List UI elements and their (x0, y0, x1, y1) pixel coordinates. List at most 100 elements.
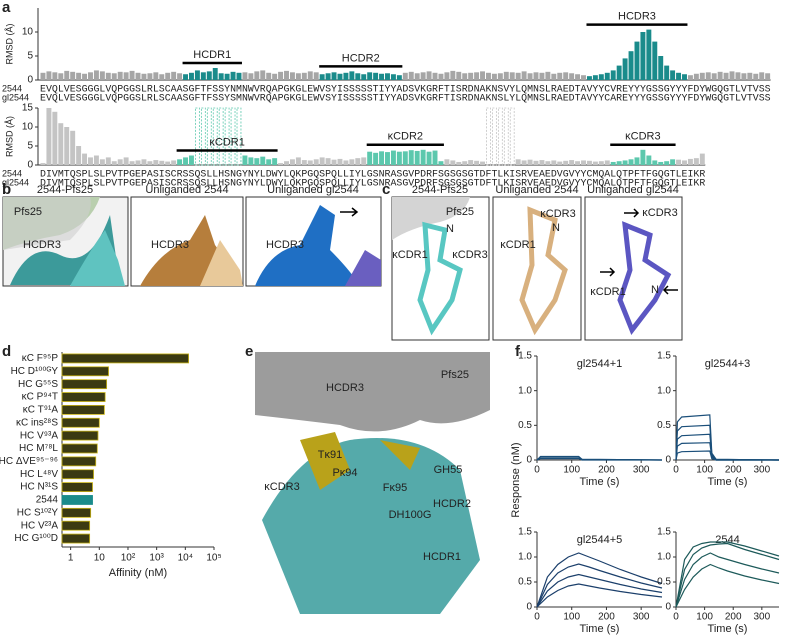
residue-bar (278, 163, 284, 165)
residue-bar (105, 157, 111, 165)
residue-bar (58, 73, 64, 80)
y-tick-label: 15 (22, 103, 34, 114)
residue-bar (337, 158, 343, 165)
residue-bar (70, 71, 76, 80)
x-axis-label: Time (s) (580, 476, 620, 488)
residue-bar (189, 155, 194, 165)
residue-bar (230, 71, 236, 80)
y-tick-label: 0.5 (518, 577, 532, 588)
image-frame (584, 196, 683, 341)
residue-bar (551, 160, 557, 165)
image-label: Pfs25 (14, 206, 42, 218)
residue-bar (569, 160, 575, 165)
residue-bar (474, 160, 480, 165)
residue-bar (426, 151, 432, 165)
image-label: κCDR1 (500, 239, 535, 251)
residue-bar (557, 161, 563, 165)
residue-bar (46, 108, 52, 165)
residue-bar (278, 71, 284, 80)
residue-bar (183, 74, 188, 80)
bar (61, 366, 109, 377)
image-label: HCDR3 (23, 239, 61, 251)
residue-bar (699, 72, 705, 80)
residue-bar (575, 74, 581, 80)
category-label: HC D¹⁰⁰ᴳY (11, 366, 59, 377)
sequence-label: 2544 (2, 83, 22, 93)
bar (61, 533, 91, 544)
residue-bar (40, 72, 46, 80)
residue-bar (379, 151, 385, 165)
image-label: HCDR3 (151, 239, 189, 251)
residue-bar (93, 70, 99, 80)
residue-bar (640, 32, 646, 80)
y-tick-label: 0 (27, 75, 33, 86)
residue-bar (361, 157, 367, 165)
residue-bar (765, 73, 771, 80)
x-tick-label: 300 (633, 465, 650, 476)
sequence-label: gl2544 (2, 92, 29, 102)
residue-bar (592, 161, 598, 165)
residue-bar (670, 70, 676, 80)
residue-bar (159, 160, 165, 165)
x-tick-label: 0 (534, 465, 540, 476)
residue-bar (385, 73, 390, 80)
y-axis-label: RMSD (Å) (4, 24, 14, 65)
image-label: HCDR1 (423, 551, 461, 563)
panel-letter: d (2, 343, 11, 360)
x-tick-label: 200 (598, 465, 615, 476)
unresolved-bar (503, 107, 509, 166)
residue-bar (313, 72, 319, 80)
category-label: HC M⁷⁸L (19, 443, 58, 454)
x-tick-label: 200 (725, 612, 742, 623)
residue-bar (254, 71, 260, 80)
residue-bar (527, 159, 533, 165)
category-label: HC G¹⁰⁰D (14, 533, 58, 544)
residue-bar (414, 73, 420, 80)
panel-letter: a (2, 0, 11, 16)
x-tick-label: 10 (94, 553, 106, 564)
residue-bar (153, 72, 159, 80)
image-label: HCDR3 (326, 382, 364, 394)
residue-bar (171, 160, 177, 165)
residue-bar (325, 73, 331, 80)
residue-bar (194, 70, 200, 80)
x-tick-label: 200 (725, 465, 742, 476)
residue-bar (82, 153, 88, 165)
residue-bar (402, 72, 408, 80)
residue-bar (379, 73, 385, 80)
residue-bar (682, 74, 687, 80)
residue-bar (153, 160, 159, 165)
residue-bar (396, 75, 402, 80)
residue-bar (563, 72, 569, 80)
y-tick-label: 0 (526, 602, 532, 613)
sequence-label: 2544 (2, 168, 22, 178)
category-label: HC G⁵⁵S (18, 379, 58, 390)
y-tick-label: 1.0 (518, 552, 532, 563)
residue-bar (486, 72, 491, 80)
residue-bar (319, 157, 325, 165)
image-header: Unliganded gl2544 (587, 184, 679, 196)
residue-bar (147, 161, 153, 165)
residue-bar (123, 157, 129, 165)
residue-bar (337, 73, 343, 80)
chart-title: gl2544+3 (705, 358, 751, 370)
residue-bar (604, 160, 610, 165)
cdr-label: HCDR3 (618, 11, 656, 23)
residue-bar (622, 160, 628, 165)
image-label: κCDR3 (264, 481, 299, 493)
surface (3, 197, 91, 250)
x-tick-label: 300 (753, 465, 770, 476)
y-tick-label: 10 (22, 27, 34, 38)
residue-bar (753, 73, 759, 80)
residue-bar (355, 73, 361, 80)
unresolved-bar (212, 107, 218, 166)
residue-bar (129, 70, 135, 80)
x-axis-label: Affinity (nM) (109, 567, 167, 579)
residue-bar (616, 161, 622, 165)
residue-bar (575, 161, 581, 165)
y-tick-label: 0.5 (657, 420, 671, 431)
y-tick-label: 0 (27, 160, 33, 171)
residue-bar (93, 155, 99, 165)
residue-bar (557, 72, 563, 80)
residue-bar (367, 72, 373, 80)
